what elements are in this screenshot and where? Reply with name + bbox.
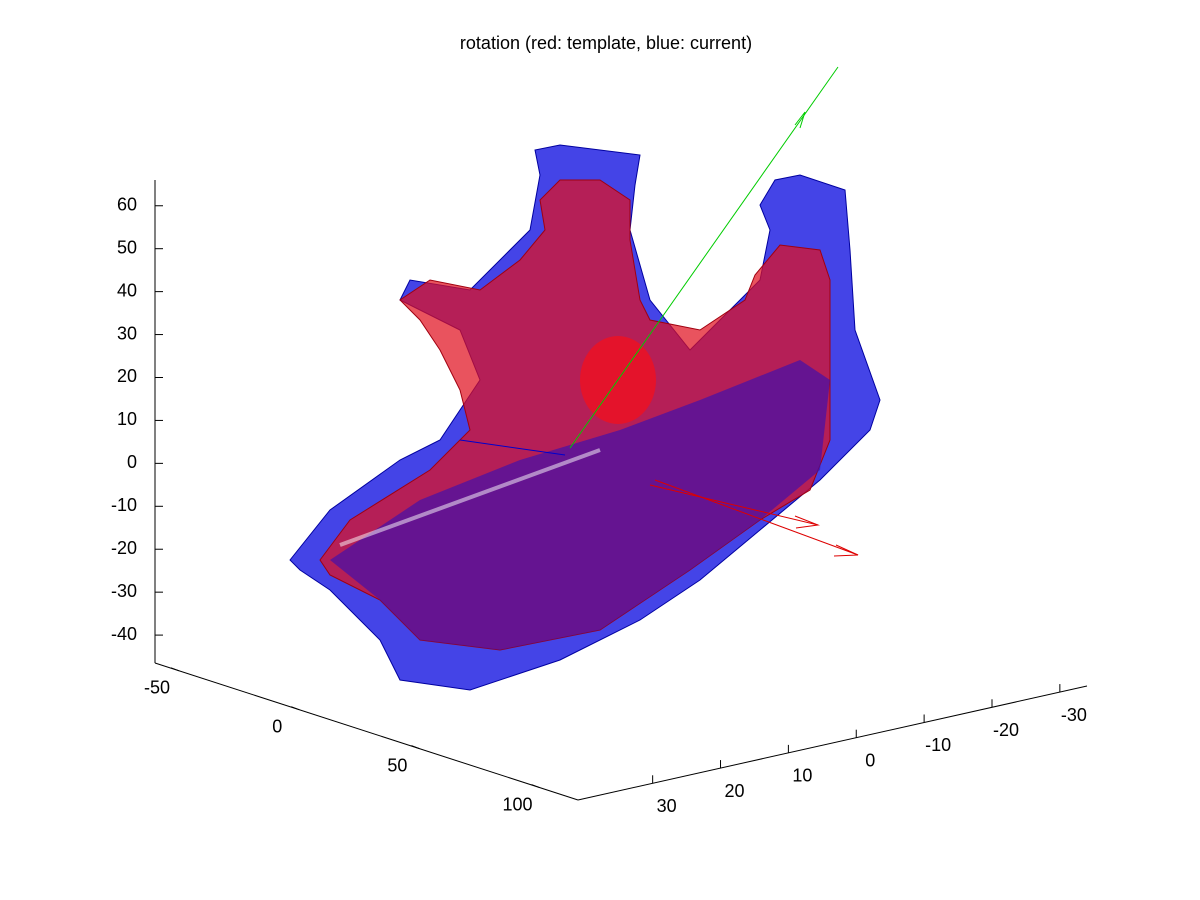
x-tick-label: 50: [387, 755, 407, 775]
red-arrowhead: [833, 544, 859, 557]
z-tick-label: 20: [117, 366, 137, 386]
z-tick-label: 40: [117, 280, 137, 300]
x-axis-line: [154, 662, 579, 801]
chart-title: rotation (red: template, blue: current): [460, 33, 752, 53]
y-tick-label: -10: [925, 735, 951, 755]
x-tick-label: 0: [272, 716, 282, 736]
highlight: [339, 448, 601, 547]
y-axis-line: [577, 685, 1088, 801]
overlap-region: [330, 360, 830, 650]
z-tick-label: -40: [111, 624, 137, 644]
y-tick-label: 0: [865, 750, 875, 770]
x-tick-label: -50: [144, 678, 170, 698]
y-tick-label: -30: [1061, 705, 1087, 725]
z-tick-label: -20: [111, 538, 137, 558]
red-arrow: [654, 479, 859, 556]
y-tick-label: 10: [792, 766, 812, 786]
x-tick-mark: [531, 784, 540, 789]
blue-axis: [459, 439, 566, 456]
y-tick-label: 30: [657, 796, 677, 816]
red-arrow: [649, 484, 819, 526]
rotation-axes: [459, 66, 859, 557]
x-tick-mark: [291, 706, 300, 711]
z-tick-label: -30: [111, 581, 137, 601]
z-tick-label: 60: [117, 195, 137, 215]
z-tick-label: 50: [117, 237, 137, 257]
x-tick-label: 100: [503, 794, 533, 814]
y-tick-label: 20: [725, 781, 745, 801]
green-arrowhead: [794, 111, 806, 129]
z-tick-label: -10: [111, 495, 137, 515]
z-tick-label: 30: [117, 323, 137, 343]
green-axis: [569, 66, 839, 449]
z-tick-label: 0: [127, 452, 137, 472]
surfaces: [289, 144, 881, 691]
y-tick-label: -20: [993, 720, 1019, 740]
z-tick-label: 10: [117, 409, 137, 429]
red-arrowhead: [794, 515, 820, 529]
x-tick-mark: [170, 667, 180, 672]
x-tick-mark: [411, 745, 420, 750]
